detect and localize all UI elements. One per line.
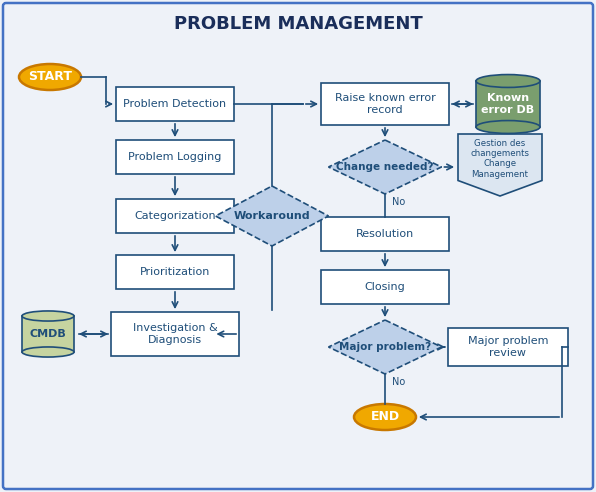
FancyBboxPatch shape [3,3,593,489]
FancyBboxPatch shape [321,83,449,125]
Ellipse shape [22,311,74,321]
Text: Major problem?: Major problem? [339,342,431,352]
Ellipse shape [354,404,416,430]
Ellipse shape [22,347,74,357]
FancyBboxPatch shape [321,270,449,304]
Text: Major problem
review: Major problem review [468,336,548,358]
Text: END: END [371,410,399,424]
Text: Known
error DB: Known error DB [482,93,535,115]
Text: Investigation &
Diagnosis: Investigation & Diagnosis [133,323,218,345]
Text: Gestion des
changements
Change
Management: Gestion des changements Change Managemen… [470,139,529,179]
FancyBboxPatch shape [22,316,74,352]
FancyBboxPatch shape [116,140,234,174]
Text: START: START [28,70,72,84]
Text: No: No [392,197,405,207]
Text: Change needed?: Change needed? [336,162,434,172]
Polygon shape [328,320,442,374]
FancyBboxPatch shape [116,87,234,121]
Text: Raise known error
record: Raise known error record [334,93,435,115]
FancyBboxPatch shape [476,81,540,127]
Text: PROBLEM MANAGEMENT: PROBLEM MANAGEMENT [173,15,423,33]
Polygon shape [216,186,328,246]
Ellipse shape [19,64,81,90]
Polygon shape [458,134,542,196]
FancyBboxPatch shape [111,312,239,356]
Text: No: No [392,377,405,387]
Ellipse shape [476,121,540,133]
Text: Prioritization: Prioritization [140,267,210,277]
Text: Resolution: Resolution [356,229,414,239]
Text: Workaround: Workaround [234,211,311,221]
Text: Problem Detection: Problem Detection [123,99,226,109]
Ellipse shape [476,75,540,88]
Text: Closing: Closing [365,282,405,292]
FancyBboxPatch shape [116,199,234,233]
Text: Categorization: Categorization [134,211,216,221]
Text: Problem Logging: Problem Logging [128,152,222,162]
FancyBboxPatch shape [448,328,568,366]
FancyBboxPatch shape [116,255,234,289]
Text: CMDB: CMDB [30,329,66,339]
FancyBboxPatch shape [321,217,449,251]
Polygon shape [328,140,442,194]
